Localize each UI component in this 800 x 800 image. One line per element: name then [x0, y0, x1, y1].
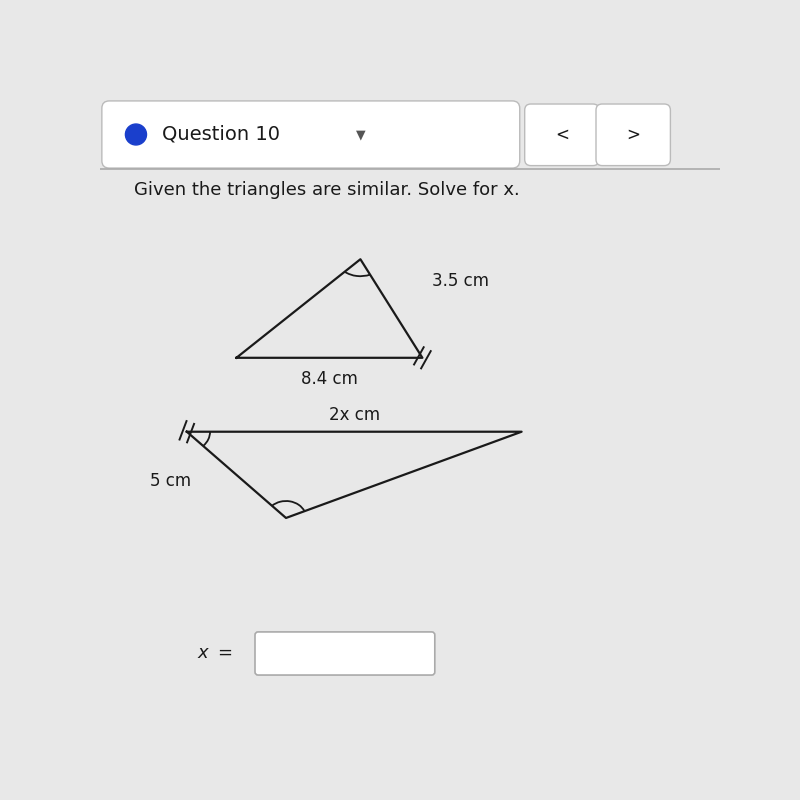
- FancyBboxPatch shape: [255, 632, 435, 675]
- FancyBboxPatch shape: [102, 101, 520, 168]
- Text: >: >: [626, 126, 640, 144]
- Text: Given the triangles are similar. Solve for x.: Given the triangles are similar. Solve f…: [134, 181, 520, 198]
- Text: 3.5 cm: 3.5 cm: [432, 272, 489, 290]
- Text: 2x cm: 2x cm: [330, 406, 381, 424]
- Text: Question 10: Question 10: [162, 125, 280, 144]
- Text: <: <: [555, 126, 569, 144]
- Text: ▼: ▼: [355, 128, 366, 141]
- Circle shape: [126, 124, 146, 145]
- FancyBboxPatch shape: [525, 104, 599, 166]
- Text: 8.4 cm: 8.4 cm: [301, 370, 358, 388]
- Text: 5 cm: 5 cm: [150, 472, 190, 490]
- Text: $x\ =$: $x\ =$: [197, 645, 233, 662]
- FancyBboxPatch shape: [596, 104, 670, 166]
